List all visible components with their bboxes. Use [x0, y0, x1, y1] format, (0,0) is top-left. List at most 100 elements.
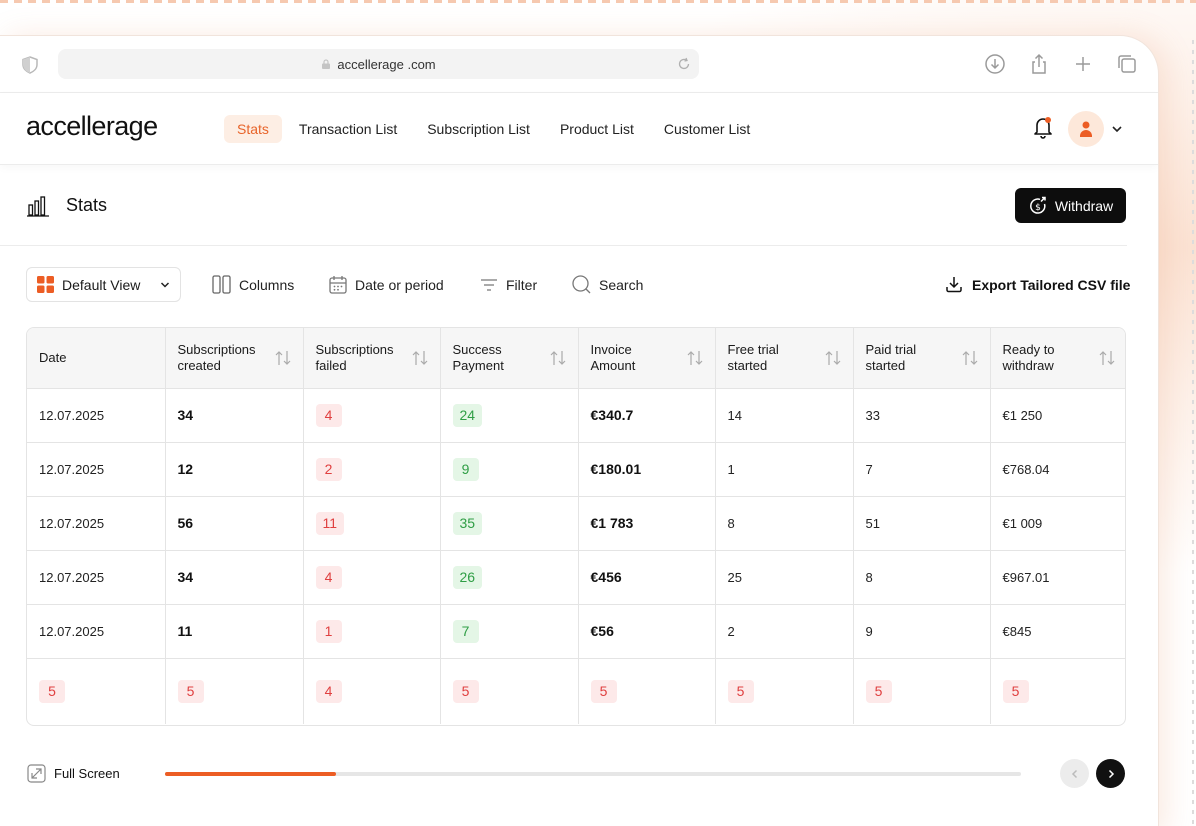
- svg-text:$: $: [1035, 203, 1041, 213]
- page-header: Stats $ Withdraw: [0, 165, 1158, 245]
- browser-actions: [984, 53, 1138, 75]
- total-badge: 4: [315, 679, 342, 703]
- search-icon: [572, 275, 591, 294]
- column-header-ready-to-withdraw[interactable]: Ready to withdraw: [990, 328, 1125, 389]
- column-header-success-payment[interactable]: Success Payment: [440, 328, 579, 389]
- filter-button[interactable]: Filter: [480, 267, 537, 302]
- withdraw-button[interactable]: $ Withdraw: [1015, 188, 1126, 223]
- columns-label: Columns: [239, 276, 295, 293]
- cell-subscriptions-failed: 4: [303, 550, 441, 605]
- bar-chart-icon: [27, 196, 49, 217]
- total-badge: 5: [452, 679, 479, 703]
- nav-customer-list[interactable]: Customer List: [663, 121, 751, 137]
- cell-paid-trial-started: 33: [853, 388, 991, 443]
- column-header-free-trial-started[interactable]: Free trial started: [715, 328, 854, 389]
- sort-icon[interactable]: [550, 349, 566, 367]
- cell-success-payment: 35: [440, 496, 579, 551]
- sort-icon[interactable]: [825, 349, 841, 367]
- table-row[interactable]: 12.07.2025 12 2 9 €180.01 1 7 €768.04: [27, 442, 1125, 497]
- failed-badge: 4: [315, 403, 342, 427]
- expand-icon: [27, 764, 46, 783]
- nav-subscription-list[interactable]: Subscription List: [427, 121, 530, 137]
- sort-icon[interactable]: [412, 349, 428, 367]
- cell-subscriptions-created: 11: [165, 604, 304, 659]
- search-button[interactable]: Search: [572, 267, 643, 302]
- cell-paid-trial-started: 9: [853, 604, 991, 659]
- decorative-dashed-border-right: [1192, 40, 1194, 826]
- sort-icon[interactable]: [687, 349, 703, 367]
- columns-button[interactable]: Columns: [212, 267, 294, 302]
- cell-ready-to-withdraw: €845: [990, 604, 1125, 659]
- date-period-button[interactable]: Date or period: [329, 267, 444, 302]
- view-select[interactable]: Default View: [26, 267, 181, 302]
- scroll-right-button[interactable]: [1096, 759, 1125, 788]
- cell-date: 12.07.2025: [27, 496, 166, 551]
- horizontal-scrollbar[interactable]: [165, 772, 1021, 776]
- table-row[interactable]: 12.07.2025 11 1 7 €56 2 9 €845: [27, 604, 1125, 659]
- column-header-paid-trial-started[interactable]: Paid trial started: [853, 328, 991, 389]
- scroll-left-button[interactable]: [1060, 759, 1089, 788]
- share-icon[interactable]: [1028, 53, 1050, 75]
- export-csv-button[interactable]: Export Tailored CSV file: [946, 267, 1130, 302]
- table-header-row: Date Subscriptions created Subscriptions…: [27, 328, 1125, 389]
- reload-icon[interactable]: [677, 57, 691, 71]
- total-badge: 5: [865, 679, 892, 703]
- table-row[interactable]: 12.07.2025 34 4 26 €456 25 8 €967.01: [27, 550, 1125, 605]
- new-tab-icon[interactable]: [1072, 53, 1094, 75]
- table-row[interactable]: 12.07.2025 56 11 35 €1 783 8 51 €1 009: [27, 496, 1125, 551]
- success-badge: 9: [452, 457, 479, 481]
- cell-subscriptions-failed: 11: [303, 496, 441, 551]
- columns-icon: [212, 275, 231, 294]
- cell-free-trial-started: 14: [715, 388, 854, 443]
- scrollbar-thumb[interactable]: [165, 772, 337, 776]
- column-header-date[interactable]: Date: [27, 328, 166, 389]
- cell-subscriptions-created: 34: [165, 550, 304, 605]
- nav-stats[interactable]: Stats: [224, 115, 282, 143]
- user-avatar[interactable]: [1068, 111, 1104, 147]
- calendar-icon: [329, 276, 347, 294]
- address-bar[interactable]: accellerage .com: [58, 49, 699, 79]
- lock-icon: [322, 59, 331, 69]
- total-badge: 5: [1002, 679, 1029, 703]
- total-cell: 4: [303, 658, 441, 724]
- export-csv-label: Export Tailored CSV file: [972, 276, 1131, 293]
- full-screen-button[interactable]: Full Screen: [27, 764, 120, 783]
- cell-invoice-amount: €180.01: [578, 442, 716, 497]
- cell-subscriptions-failed: 4: [303, 388, 441, 443]
- total-cell: 5: [578, 658, 716, 724]
- failed-badge: 11: [315, 511, 345, 535]
- cell-subscriptions-failed: 1: [303, 604, 441, 659]
- column-header-subscriptions-created[interactable]: Subscriptions created: [165, 328, 304, 389]
- user-icon: [1080, 121, 1092, 137]
- notification-bell-icon[interactable]: [1032, 115, 1054, 139]
- cell-ready-to-withdraw: €1 250: [990, 388, 1125, 443]
- cell-free-trial-started: 2: [715, 604, 854, 659]
- column-header-subscriptions-failed[interactable]: Subscriptions failed: [303, 328, 441, 389]
- table-row[interactable]: 12.07.2025 34 4 24 €340.7 14 33 €1 250: [27, 388, 1125, 443]
- cell-free-trial-started: 1: [715, 442, 854, 497]
- cell-date: 12.07.2025: [27, 388, 166, 443]
- download-icon[interactable]: [984, 53, 1006, 75]
- total-cell: 5: [440, 658, 579, 724]
- total-cell: 5: [27, 658, 166, 724]
- sort-icon[interactable]: [962, 349, 978, 367]
- search-label: Search: [599, 276, 644, 293]
- failed-badge: 4: [315, 565, 342, 589]
- nav-transaction-list[interactable]: Transaction List: [298, 121, 398, 137]
- sort-icon[interactable]: [275, 349, 291, 367]
- tabs-overview-icon[interactable]: [1116, 53, 1138, 75]
- total-cell: 5: [853, 658, 991, 724]
- accellerage-logo[interactable]: accellerage: [26, 111, 158, 141]
- privacy-shield-icon[interactable]: [22, 56, 38, 74]
- cell-subscriptions-created: 56: [165, 496, 304, 551]
- cell-subscriptions-failed: 2: [303, 442, 441, 497]
- cell-date: 12.07.2025: [27, 442, 166, 497]
- column-header-invoice-amount[interactable]: Invoice Amount: [578, 328, 716, 389]
- account-menu-chevron-icon[interactable]: [1111, 124, 1123, 134]
- total-cell: 5: [715, 658, 854, 724]
- browser-toolbar: accellerage .com: [0, 36, 1158, 93]
- chevron-right-icon: [1108, 769, 1114, 778]
- total-badge: 5: [39, 679, 65, 703]
- sort-icon[interactable]: [1099, 349, 1115, 367]
- nav-product-list[interactable]: Product List: [559, 121, 634, 137]
